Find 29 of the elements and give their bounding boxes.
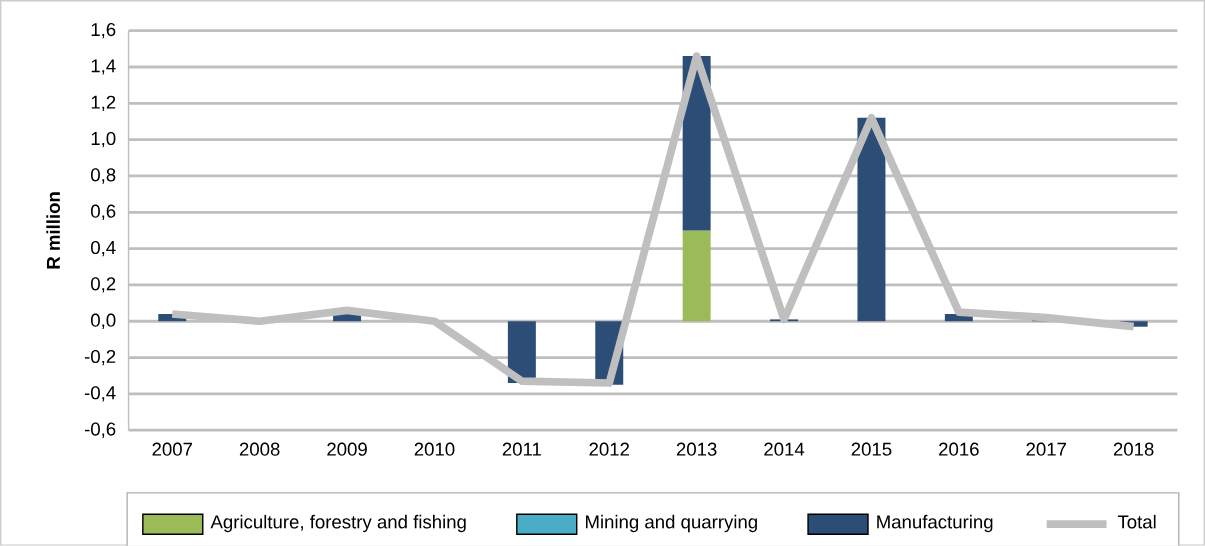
y-tick-label: 0,6 [91, 204, 116, 221]
x-tick-label: 2011 [502, 442, 541, 456]
y-tick-label: -0,4 [84, 386, 116, 402]
x-tick-label: 2013 [676, 442, 717, 456]
x-tick-label: 2018 [1113, 442, 1154, 456]
y-tick-label: 1,2 [91, 95, 116, 112]
x-tick-label: 2015 [851, 442, 892, 456]
legend-label: Total [1117, 514, 1156, 529]
y-tick-label: -0,6 [84, 422, 116, 438]
legend-label: Mining and quarrying [586, 514, 757, 533]
x-tick-label: 2008 [239, 442, 280, 456]
x-tick-label: 2017 [1026, 442, 1066, 456]
legend-label: Manufacturing [877, 514, 993, 533]
x-tick-label: 2010 [414, 442, 455, 456]
y-tick-label: 0,0 [91, 313, 116, 330]
y-tick-label: 1,4 [91, 59, 116, 75]
x-tick-label: 2016 [939, 442, 979, 456]
x-tick-label: 2009 [327, 442, 367, 456]
y-tick-label: 1,0 [91, 132, 116, 148]
legend-label: Agriculture, forestry and fishing [210, 514, 466, 533]
y-tick-label: 1,6 [91, 23, 116, 39]
y-tick-label: -0,2 [84, 349, 116, 366]
y-tick-label: 0,8 [91, 168, 116, 184]
x-tick-label: 2012 [589, 442, 630, 456]
y-tick-label: 0,4 [91, 241, 116, 257]
y-axis-title: R million [46, 192, 60, 269]
y-tick-label: 0,2 [91, 277, 116, 293]
x-tick-label: 2007 [152, 442, 193, 456]
x-tick-label: 2014 [764, 442, 805, 456]
